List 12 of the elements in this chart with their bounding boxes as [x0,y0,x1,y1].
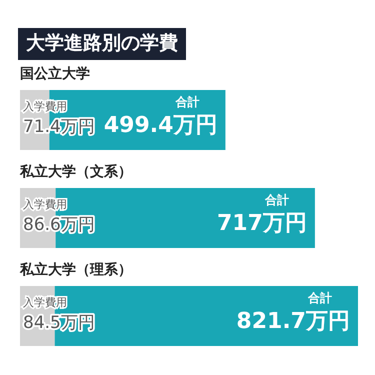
annotation: 合計 [264,193,289,207]
text: 入学費用 [23,198,67,211]
annotation: 合計 [307,291,332,305]
total-label: 717万円 [216,211,307,236]
chart-title: 大学進路別の学費 [26,32,178,54]
y-tick-label: 私立大学（文系） [19,163,132,180]
total-label: 499.4万円 [104,113,218,138]
y-tick-label: 私立大学（理系） [19,261,132,278]
annotation: 合計 [174,95,200,109]
title: 大学進路別の学費 [18,28,186,60]
y-tick-label: 国公立大学 [20,65,90,82]
total-label: 821.7万円 [236,309,350,334]
